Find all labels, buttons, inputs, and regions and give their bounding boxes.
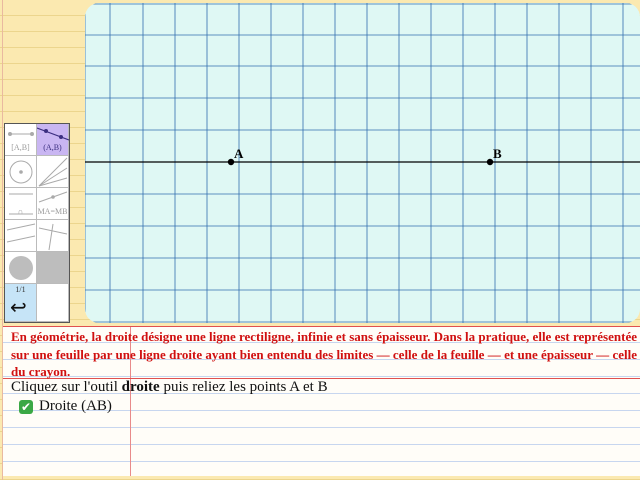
compass-tool-label: ∩ [17,207,24,216]
instruction-tool-name: droite [121,379,160,395]
ray-fan-icon [38,157,68,187]
color-tool[interactable] [5,252,37,284]
midpoint-tool-label: MA=MB [37,207,68,216]
paper-margin-line [130,326,131,476]
point-A-label: A [234,146,244,161]
segment-tool-label: [A,B] [11,143,30,152]
instruction-text: Cliquez sur l'outil droite puis reliez l… [11,379,328,396]
circle-tool[interactable] [5,156,37,188]
task-label: Droite (AB) [39,398,112,414]
segment-icon [8,132,34,136]
undo-counter: 1/1 [15,285,26,294]
midpoint-tool[interactable]: MA=MB [37,188,69,220]
line-icon [37,127,69,141]
instruction-after: puis reliez les points A et B [159,379,328,395]
notice-rule-top [3,326,640,327]
undo-icon: ↩ [10,295,27,319]
undo-tool[interactable]: 1/1 ↩ [5,284,37,322]
midpoint-icon [38,191,68,203]
task-item: ✔ Droite (AB) [19,398,112,415]
line-tool[interactable]: (A,B) [37,124,69,156]
line-tool-label: (A,B) [43,143,62,152]
perpendicular-tool[interactable] [37,220,69,252]
compass-icon [9,193,33,215]
notepad-margin-line [2,0,3,480]
parallel-icon [6,223,36,243]
definition-notice: En géométrie, la droite désigne une lign… [11,329,637,379]
blank-tool[interactable] [37,284,69,322]
tool-palette: [A,B] (A,B) ∩ MA=MB 1/1 ↩ [4,123,70,323]
perpendicular-icon [38,223,68,251]
parallel-tool[interactable] [5,220,37,252]
instruction-before: Cliquez sur l'outil [11,379,122,395]
color-swatch-icon [9,256,33,280]
geometry-canvas[interactable]: A B [85,3,640,323]
grid-svg: A B [85,3,640,323]
notice-rule-bottom [3,378,640,379]
compass-tool[interactable]: ∩ [5,188,37,220]
ray-fan-tool[interactable] [37,156,69,188]
circle-icon [9,160,33,184]
point-B-label: B [493,146,502,161]
checkmark-icon: ✔ [19,399,33,414]
exercise-paper [3,326,640,476]
fill-tool[interactable] [37,252,69,284]
point-B[interactable] [486,158,494,166]
segment-tool[interactable]: [A,B] [5,124,37,156]
point-A[interactable] [227,158,235,166]
